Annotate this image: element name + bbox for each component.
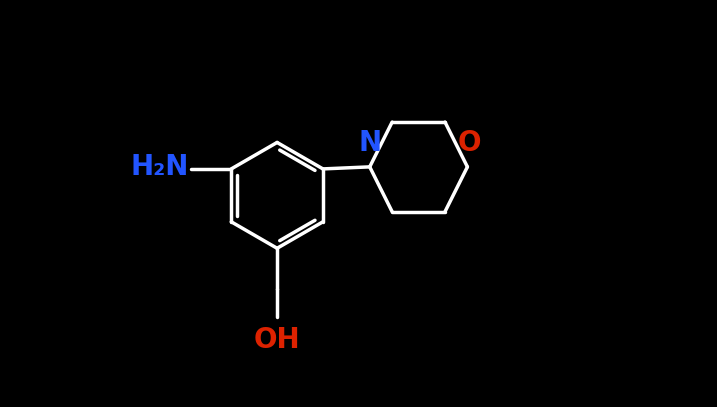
Text: H₂N: H₂N [130, 153, 189, 181]
Text: O: O [457, 129, 481, 157]
Text: OH: OH [254, 326, 300, 354]
Text: N: N [358, 129, 381, 157]
